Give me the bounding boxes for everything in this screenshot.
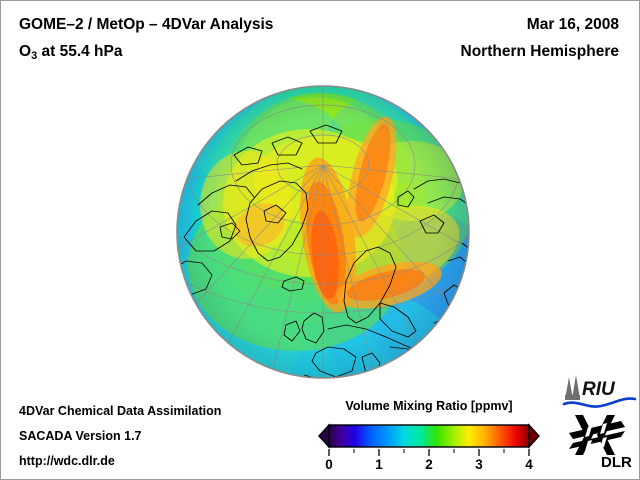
- species-symbol: O: [19, 43, 32, 60]
- species-subscript: 3: [31, 50, 38, 62]
- dlr-mark-icon: [569, 415, 625, 455]
- colorbar-tick-1: 1: [375, 457, 383, 471]
- colorbar-gradient: [328, 424, 530, 448]
- globe-outline: [176, 85, 470, 379]
- colorbar: Volume Mixing Ratio [ppmv]: [313, 399, 545, 471]
- orthographic-projection-svg: [176, 85, 470, 379]
- header-right: Mar 16, 2008 Northern Hemisphere: [461, 15, 619, 62]
- riu-logo: RIU: [562, 375, 637, 408]
- cathedral-spires-icon: [565, 375, 580, 400]
- riu-wordmark: RIU: [582, 379, 616, 400]
- globe-map: [176, 85, 471, 380]
- dlr-wordmark: DLR: [601, 454, 632, 469]
- limb-shading: [177, 86, 469, 378]
- colorbar-extend-max: [528, 423, 540, 449]
- colorbar-tick-3: 3: [475, 457, 483, 471]
- colorbar-tick-0: 0: [325, 457, 333, 471]
- footer-method: 4DVar Chemical Data Assimilation: [19, 404, 222, 418]
- dlr-logo: DLR: [569, 415, 632, 469]
- riu-wave-icon: [562, 397, 637, 408]
- colorbar-extend-min: [318, 423, 330, 449]
- colorbar-title: Volume Mixing Ratio [ppmv]: [345, 399, 513, 413]
- header-left: GOME–2 / MetOp – 4DVar Analysis O3 at 55…: [19, 15, 273, 63]
- region-label: Northern Hemisphere: [460, 43, 619, 60]
- footer-version: SACADA Version 1.7: [19, 429, 142, 443]
- level-text: at 55.4 hPa: [37, 43, 123, 60]
- colorbar-svg: 0 1 2 3 4: [318, 423, 540, 471]
- footer-url[interactable]: http://wdc.dlr.de: [19, 454, 115, 468]
- date-label: Mar 16, 2008: [526, 16, 619, 33]
- page-title: GOME–2 / MetOp – 4DVar Analysis: [19, 16, 274, 33]
- colorbar-ticks: [328, 449, 530, 456]
- species-level-label: O3 at 55.4 hPa: [19, 42, 273, 63]
- colorbar-tick-2: 2: [425, 457, 433, 471]
- colorbar-tick-4: 4: [525, 457, 533, 471]
